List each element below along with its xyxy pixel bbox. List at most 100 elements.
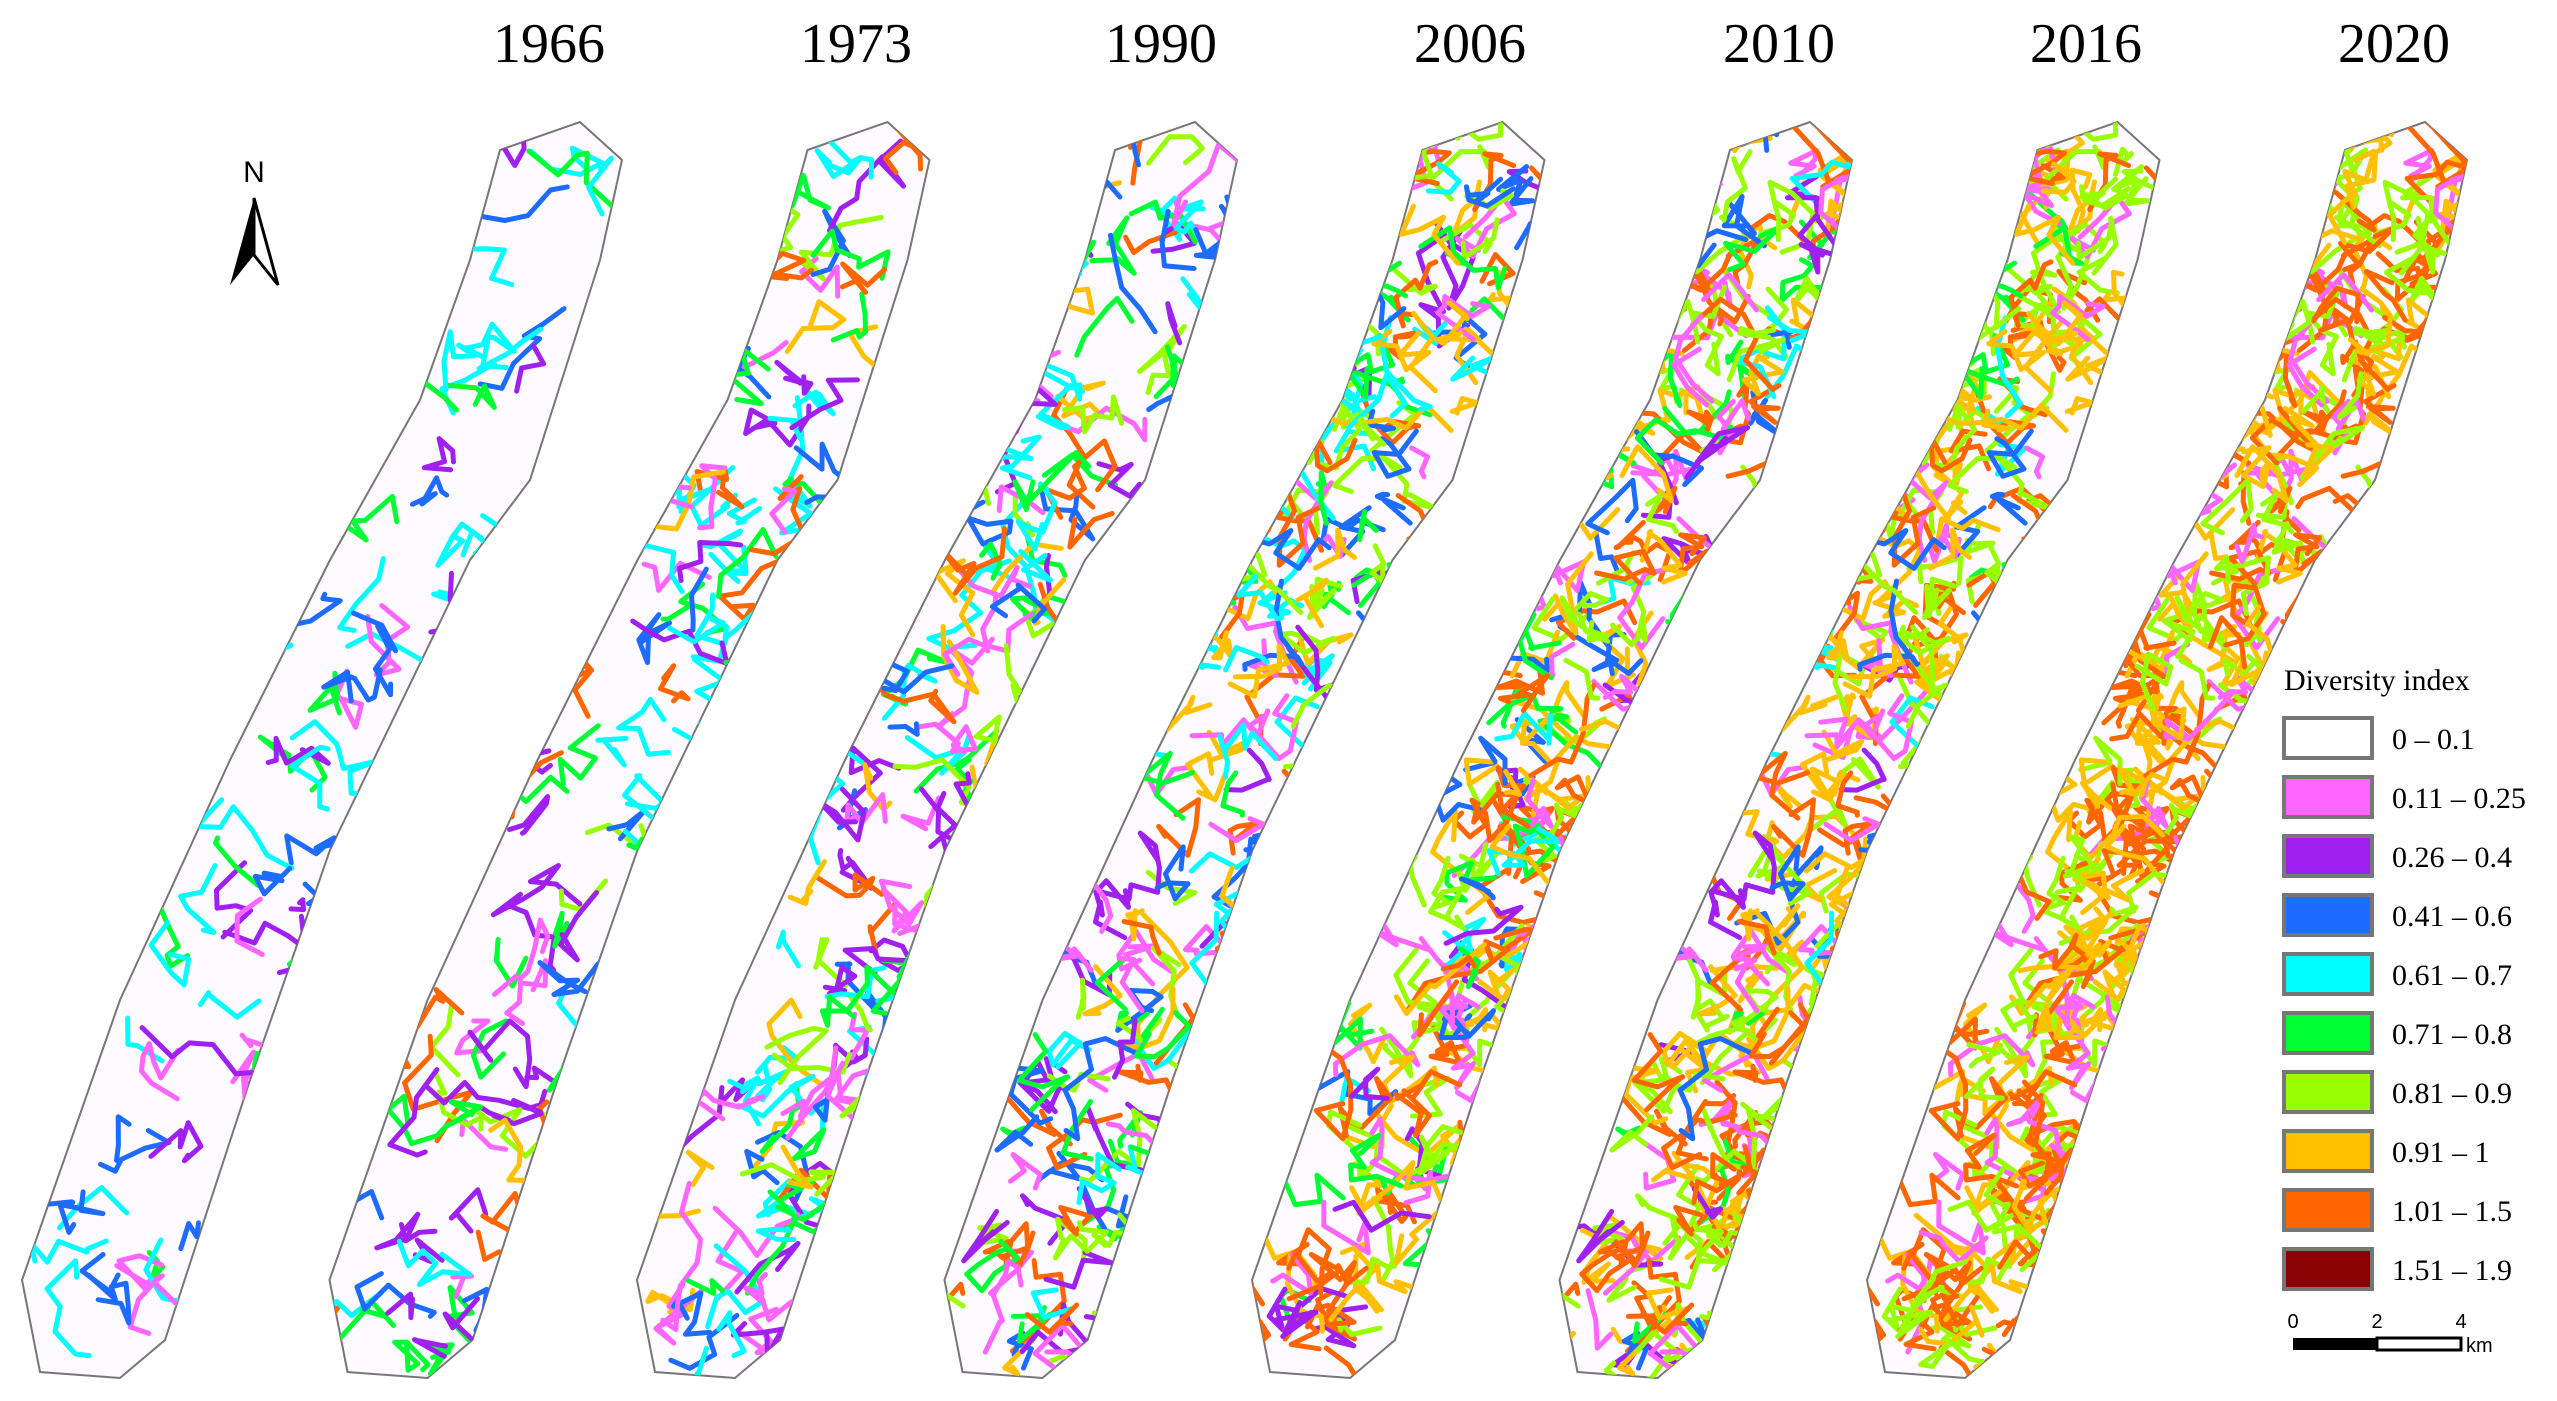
patch-edge <box>1255 528 1332 571</box>
patch-edge <box>1425 161 1462 195</box>
patch-edge <box>2157 551 2209 636</box>
patch-edge <box>1165 694 1213 732</box>
legend-label: 1.01 – 1.5 <box>2392 1195 2512 1228</box>
patch-edge <box>867 899 899 957</box>
map-panel <box>943 120 1546 1380</box>
patch-edge <box>446 382 497 410</box>
patch-edge <box>385 1291 415 1321</box>
patch-edge <box>2008 259 2054 329</box>
patch-edge <box>1503 769 1522 797</box>
patch-edge <box>830 291 869 343</box>
patch-edge <box>821 1209 846 1273</box>
patch-edge <box>2303 154 2338 187</box>
patch-edge <box>1835 770 1860 818</box>
patch-edge <box>2085 1089 2116 1175</box>
patch-edge <box>964 1239 1021 1294</box>
patch-edge <box>1237 886 1264 931</box>
patch-edge <box>429 1004 461 1078</box>
patch-edge <box>1076 1186 1109 1220</box>
patch-edge <box>2384 216 2428 296</box>
patch-edge <box>396 1238 473 1288</box>
patch-edge <box>789 122 849 142</box>
patch-edge <box>1171 135 1237 227</box>
patch-edge <box>1252 1333 1270 1378</box>
legend-swatch <box>2282 893 2374 937</box>
patch-edge <box>744 1148 780 1186</box>
patch-edge <box>448 1099 483 1121</box>
patch-edge <box>697 463 728 531</box>
patch-edge <box>1332 1033 1421 1078</box>
patch-edge <box>2243 291 2283 352</box>
patch-edge <box>365 603 411 678</box>
patch-edge <box>2072 857 2145 903</box>
patch-edge <box>1517 611 1554 681</box>
patch-edge <box>2394 257 2461 303</box>
patch-edge <box>2150 692 2187 741</box>
patch-edge <box>2363 389 2399 438</box>
patch-edge <box>1720 1121 1772 1147</box>
patch-edge <box>1998 1358 2033 1378</box>
patch-edge <box>842 946 908 976</box>
patch-edge <box>1357 1257 1422 1314</box>
patch-edge <box>1559 1330 1576 1378</box>
patch-edge <box>1278 630 1336 656</box>
patch-edge <box>490 863 583 918</box>
patch-edge <box>764 1025 829 1086</box>
patch-edge <box>1366 408 1397 433</box>
patch-edge <box>1767 315 1816 343</box>
patch-edge <box>506 903 557 973</box>
patch-edge <box>2311 285 2361 325</box>
patch-edge <box>1726 337 1786 383</box>
legend-label: 1.51 – 1.9 <box>2392 1254 2512 1287</box>
patch-edge <box>1443 904 1524 946</box>
patch-edge <box>1691 1358 1725 1378</box>
patch-edge <box>394 987 465 1070</box>
panels: 1966 1973 1990 2006 2010 2016 2020 <box>20 13 2469 1380</box>
patch-edge <box>1823 816 1881 843</box>
patch-edge <box>1528 682 1597 778</box>
patch-edge <box>1668 1358 1717 1378</box>
patch-edge <box>148 1120 204 1164</box>
patch-edge <box>2234 444 2289 504</box>
patch-edge <box>2178 657 2216 701</box>
patch-edge <box>1349 1066 1390 1101</box>
patch-edge <box>1901 1250 1949 1284</box>
patch-edge <box>1009 1258 1067 1354</box>
patch-edge <box>2195 785 2254 843</box>
north-arrow: N <box>230 156 280 286</box>
patch-edge <box>350 610 398 698</box>
patch-edge <box>1318 580 1351 616</box>
patch-edge <box>1316 1069 1399 1117</box>
patch-edge <box>1748 389 1784 438</box>
patch-edge <box>2026 1119 2096 1154</box>
patch-edge <box>784 299 847 354</box>
patch-edge <box>1223 645 1270 673</box>
patch-edge <box>1849 122 1852 185</box>
patch-edge <box>714 1229 745 1302</box>
patch-edge <box>431 589 461 606</box>
patch-edge <box>1528 138 1545 188</box>
patch-edge <box>1067 585 1096 613</box>
patch-edge <box>660 1180 703 1333</box>
patch-edge <box>1610 618 1648 648</box>
patch-edge <box>969 442 991 506</box>
scale-label: 0 <box>2287 1311 2298 1333</box>
patch-edge <box>1986 428 2034 479</box>
patch-edge <box>1076 1152 1122 1205</box>
patch-edge <box>1154 844 1191 902</box>
patch-edge <box>1876 281 1978 336</box>
patch-edge <box>2049 300 2085 347</box>
patch-edge <box>819 964 897 1028</box>
patch-edge <box>691 781 721 813</box>
patch-edge <box>1691 1152 1737 1205</box>
patch-edge <box>1085 1105 1144 1173</box>
patch-edge <box>1486 692 1564 726</box>
patch-edge <box>1236 573 1285 622</box>
patch-edge <box>1940 720 2031 787</box>
patch-edge <box>1112 1018 1138 1080</box>
patch-edge <box>504 958 548 1026</box>
patch-edge <box>1867 1333 1885 1378</box>
patch-edge <box>1053 1358 1102 1378</box>
patch-edge <box>1542 551 1594 636</box>
